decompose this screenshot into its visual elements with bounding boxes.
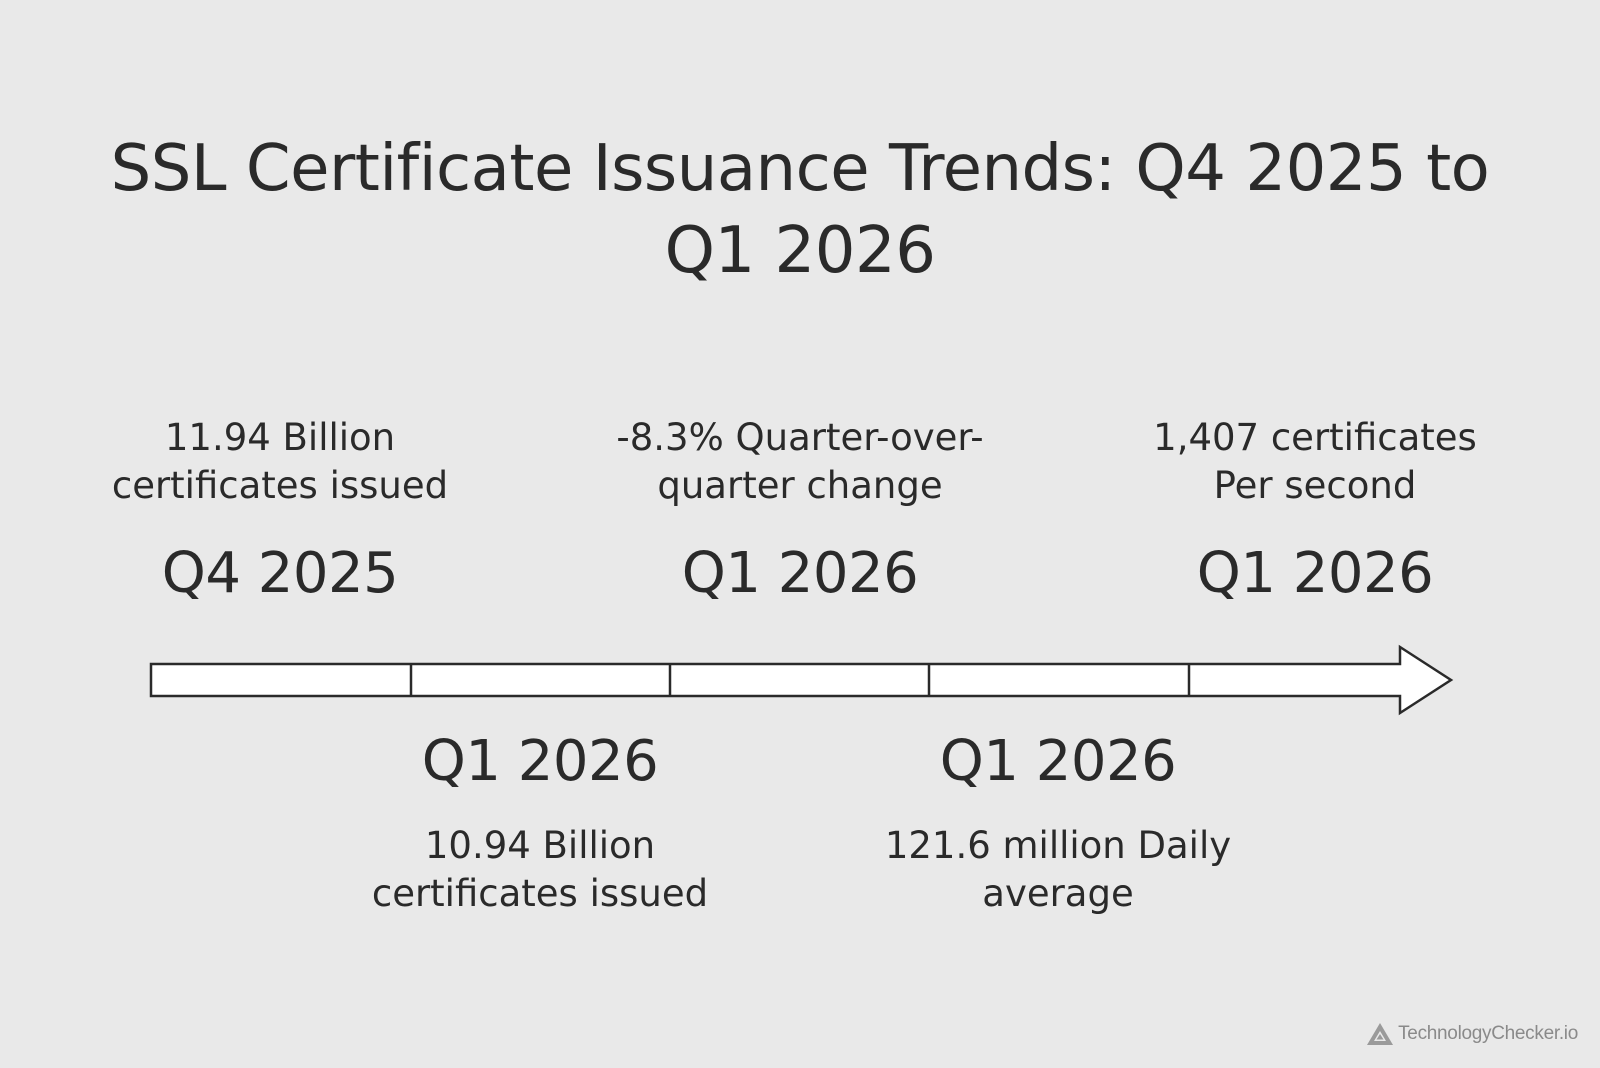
title-line-1: SSL Certificate Issuance Trends: Q4 2025…: [110, 132, 1490, 206]
milestone-q1-2026-per-second: 1,407 certificates Per second Q1 2026: [1105, 414, 1525, 614]
milestone-label: Q1 2026: [421, 729, 659, 794]
milestone-label: Q1 2026: [681, 541, 919, 606]
page-title: SSL Certificate Issuance Trends: Q4 2025…: [40, 128, 1560, 292]
timeline-arrow-shape: [149, 644, 1454, 716]
milestone-q1-2026-change: -8.3% Quarter-over- quarter change Q1 20…: [590, 414, 1010, 614]
title-line-2: Q1 2026: [664, 214, 936, 288]
milestone-description: 121.6 million Daily average: [884, 824, 1232, 915]
triangle-logo-icon: [1367, 1023, 1394, 1045]
milestone-q1-2026-daily: Q1 2026 121.6 million Daily average: [848, 730, 1268, 930]
milestone-label: Q4 2025: [161, 541, 399, 606]
milestone-q1-2026-issued: Q1 2026 10.94 Billion certificates issue…: [330, 730, 750, 930]
watermark: TechnologyChecker.io: [1366, 1022, 1578, 1046]
milestone-description: 11.94 Billion certificates issued: [111, 416, 449, 507]
milestone-q4-2025: 11.94 Billion certificates issued Q4 202…: [70, 414, 490, 614]
milestone-description: 1,407 certificates Per second: [1153, 416, 1477, 507]
milestone-description: 10.94 Billion certificates issued: [371, 824, 709, 915]
milestone-label: Q1 2026: [939, 729, 1177, 794]
milestone-label: Q1 2026: [1196, 541, 1434, 606]
timeline-arrow: [149, 644, 1454, 716]
watermark-text: TechnologyChecker.io: [1398, 1023, 1578, 1044]
milestone-description: -8.3% Quarter-over- quarter change: [616, 416, 984, 507]
